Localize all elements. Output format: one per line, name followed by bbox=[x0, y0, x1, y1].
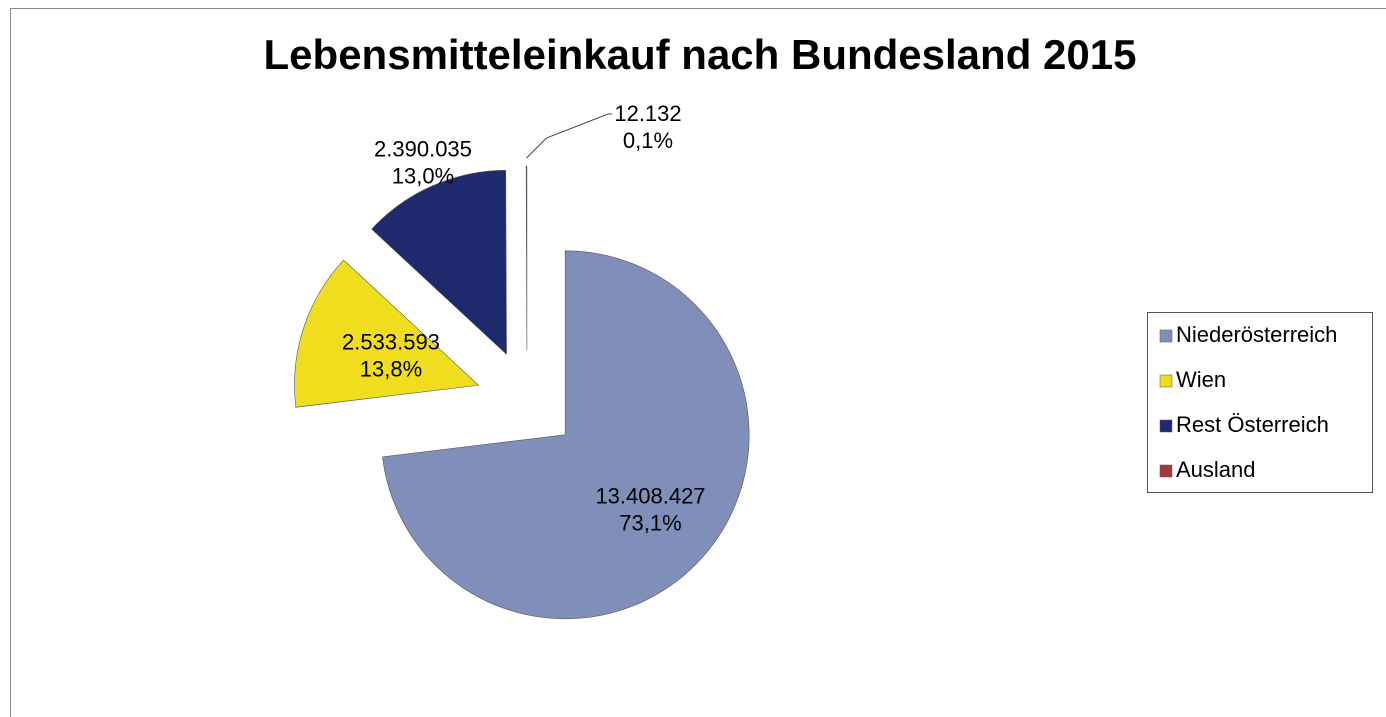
legend-label: Niederösterreich bbox=[1176, 322, 1337, 347]
legend-marker bbox=[1159, 419, 1173, 433]
legend-label: Wien bbox=[1176, 367, 1226, 392]
leader-line bbox=[526, 113, 612, 159]
data-label-percent: 13,8% bbox=[360, 357, 422, 382]
legend-marker bbox=[1159, 464, 1173, 478]
chart-frame bbox=[10, 8, 1386, 717]
chart-title: Lebensmitteleinkauf nach Bundesland 2015 bbox=[264, 31, 1137, 78]
data-label-percent: 73,1% bbox=[619, 510, 681, 535]
data-label-percent: 13,0% bbox=[392, 164, 454, 189]
legend-box bbox=[1147, 312, 1373, 493]
data-label: 13.408.427 bbox=[595, 483, 705, 508]
data-label: 12.132 bbox=[614, 101, 681, 126]
pie-slice bbox=[371, 169, 507, 355]
data-label: 2.533.593 bbox=[342, 330, 440, 355]
legend-marker bbox=[1159, 374, 1173, 388]
pie-slice bbox=[525, 165, 528, 351]
legend-label: Ausland bbox=[1176, 457, 1256, 482]
data-label: 2.390.035 bbox=[374, 137, 472, 162]
pie-slice bbox=[294, 259, 480, 408]
legend-marker bbox=[1159, 329, 1173, 343]
data-label-percent: 0,1% bbox=[623, 128, 673, 153]
legend-label: Rest Österreich bbox=[1176, 412, 1329, 437]
pie-slice bbox=[382, 250, 750, 620]
